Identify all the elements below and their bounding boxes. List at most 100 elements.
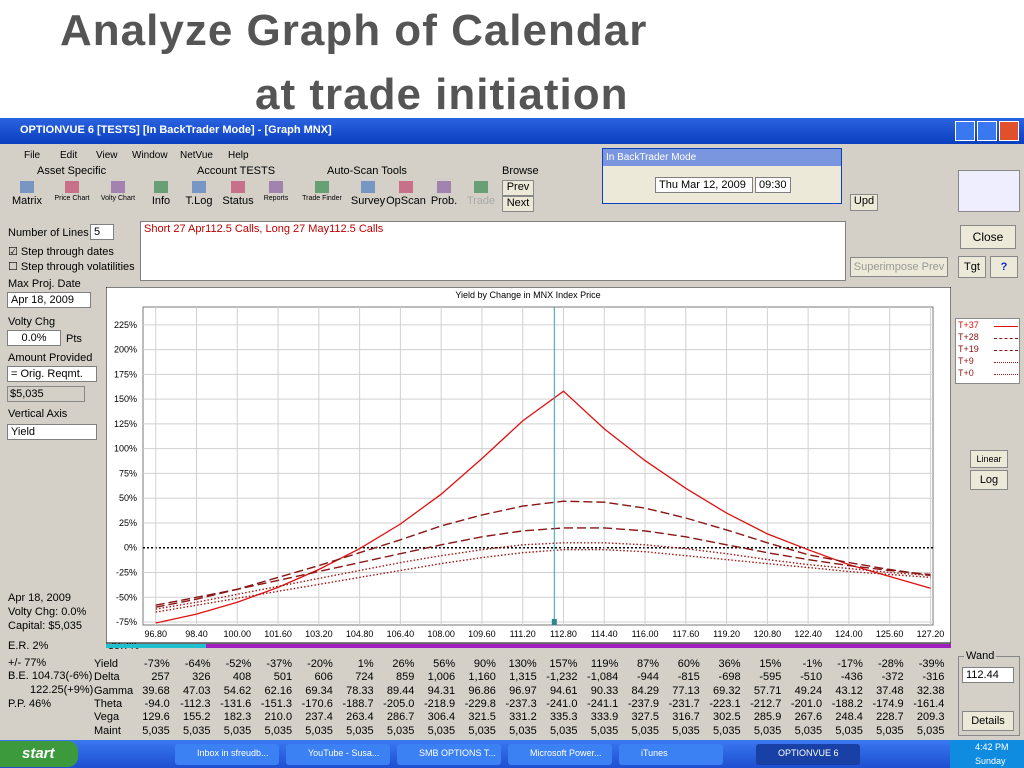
- close-button[interactable]: Close: [960, 225, 1016, 249]
- task-button[interactable]: OPTIONVUE 6: [756, 744, 860, 765]
- tool-icon: [474, 181, 488, 193]
- chart-title: Yield by Change in MNX Index Price: [455, 290, 600, 300]
- tool-button[interactable]: Status: [222, 195, 254, 207]
- cell: 5,035: [876, 724, 904, 737]
- row-label: Maint: [94, 724, 121, 737]
- tool-button[interactable]: Volty Chart: [100, 195, 136, 202]
- cell: 5,035: [468, 724, 496, 737]
- cell: 47.03: [182, 684, 211, 697]
- cell: -112.3: [180, 697, 211, 710]
- cell: 84.29: [631, 684, 660, 697]
- cell: 5,035: [264, 724, 293, 737]
- tool-icon: [154, 181, 168, 193]
- menu-item[interactable]: Help: [228, 150, 249, 161]
- cell: -698: [718, 671, 741, 684]
- group-label: Account TESTS: [195, 165, 278, 177]
- legend-swatch: [994, 326, 1018, 327]
- tool-button[interactable]: Prob.: [430, 195, 458, 207]
- tool-button[interactable]: T.Log: [185, 195, 213, 207]
- row-label: Vega: [94, 711, 120, 724]
- cell: 5,035: [713, 724, 741, 737]
- tgt-button[interactable]: Tgt: [958, 256, 986, 278]
- tool-button[interactable]: Info: [151, 195, 171, 207]
- clock: 4:42 PM: [975, 742, 1009, 752]
- amount-select[interactable]: = Orig. Reqmt.: [7, 366, 97, 382]
- tool-button[interactable]: Reports: [263, 195, 289, 202]
- series-line: [155, 500, 931, 608]
- browse-button[interactable]: Prev: [502, 180, 534, 196]
- menu-item[interactable]: File: [24, 150, 41, 161]
- browse-button[interactable]: Next: [502, 196, 534, 212]
- checkbox[interactable]: ☑ Step through dates: [8, 246, 114, 258]
- menu-item[interactable]: Edit: [60, 150, 78, 161]
- y-tick-label: 50%: [119, 493, 137, 503]
- cell: 96.86: [468, 684, 496, 697]
- tool-icon: [437, 181, 451, 193]
- task-button[interactable]: SMB OPTIONS T...: [397, 744, 501, 765]
- task-button[interactable]: YouTube - Susa...: [286, 744, 390, 765]
- date-field[interactable]: Thu Mar 12, 2009: [655, 177, 753, 193]
- window-controls[interactable]: [955, 121, 1020, 141]
- upd-button[interactable]: Upd: [850, 194, 878, 211]
- task-button[interactable]: Inbox in sfreudb...: [175, 744, 279, 765]
- cell: -52%: [225, 658, 252, 670]
- cell: 49.24: [794, 684, 823, 697]
- wand-field[interactable]: 112.44: [962, 667, 1014, 683]
- summary: Volty Chg: 0.0%: [8, 606, 87, 618]
- tray: [950, 740, 1024, 768]
- vaxis-select[interactable]: Yield: [7, 424, 97, 440]
- label: Number of Lines: [8, 227, 89, 239]
- cell: -1,084: [587, 671, 619, 684]
- cell: 5,035: [590, 724, 619, 737]
- cell: 90.33: [590, 684, 619, 697]
- volty-field[interactable]: 0.0%: [7, 330, 61, 346]
- y-tick-label: 125%: [114, 419, 137, 429]
- tool-icon: [315, 181, 329, 193]
- task-button[interactable]: iTunes: [619, 744, 723, 765]
- x-tick-label: 125.60: [876, 629, 904, 639]
- details-button[interactable]: Details: [962, 711, 1014, 731]
- date-field[interactable]: Apr 18, 2009: [7, 292, 91, 308]
- lines-field[interactable]: 5: [90, 224, 114, 240]
- start-button[interactable]: start: [0, 741, 78, 767]
- cell: 501: [273, 671, 293, 684]
- superimpose-button[interactable]: Superimpose Prev: [850, 257, 948, 277]
- log-button[interactable]: Log: [970, 470, 1008, 490]
- time-field[interactable]: 09:30: [755, 177, 791, 193]
- cell: -510: [800, 671, 823, 684]
- checkbox[interactable]: ☐ Step through volatilities: [8, 261, 135, 273]
- menu-item[interactable]: NetVue: [180, 150, 213, 161]
- cell: 5,035: [427, 724, 456, 737]
- help-button[interactable]: ?: [990, 256, 1018, 278]
- cell: -316: [922, 671, 945, 684]
- x-tick-label: 119.20: [713, 629, 740, 639]
- bar-stripe: [206, 644, 951, 648]
- greeks-table: Yield -73% -64% -52% -37% -20% 1% 26% 56% 90% 130%…: [92, 658, 952, 740]
- menu-item[interactable]: View: [96, 150, 118, 161]
- linear-button[interactable]: Linear: [970, 450, 1008, 468]
- cell: 606: [314, 671, 333, 684]
- menu-item[interactable]: Window: [132, 150, 168, 161]
- tool-button[interactable]: Trade Finder: [302, 195, 342, 202]
- cell: -20%: [307, 658, 333, 670]
- tool-button[interactable]: Price Chart: [54, 195, 90, 202]
- cell: 408: [232, 671, 252, 684]
- cell: -223.1: [709, 697, 741, 710]
- task-button[interactable]: Microsoft Power...: [508, 744, 612, 765]
- cell: 57.71: [753, 684, 782, 697]
- tool-button[interactable]: Survey: [350, 195, 386, 207]
- y-tick-label: 25%: [119, 518, 137, 528]
- cell: 306.4: [427, 711, 456, 724]
- cell: 32.38: [916, 684, 945, 697]
- legend-swatch: [994, 362, 1018, 363]
- cell: 859: [396, 671, 415, 684]
- tool-button[interactable]: Matrix: [12, 195, 42, 207]
- y-tick-label: 150%: [114, 394, 137, 404]
- cell: -94.0: [144, 697, 170, 710]
- cell: -218.9: [423, 697, 456, 710]
- tool-button[interactable]: Trade: [466, 195, 496, 207]
- plot-area: [142, 306, 934, 626]
- tool-button[interactable]: OpScan: [386, 195, 426, 207]
- cell: 1,160: [468, 671, 496, 684]
